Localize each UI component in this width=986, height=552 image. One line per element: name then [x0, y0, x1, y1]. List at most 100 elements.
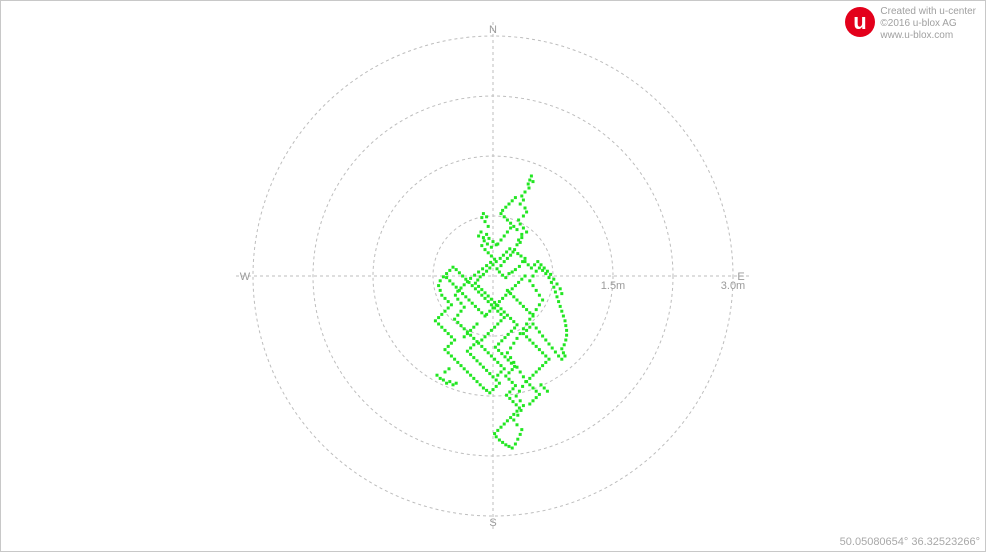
position-point: [509, 226, 513, 230]
position-point: [496, 322, 500, 326]
position-point: [525, 335, 529, 339]
position-point: [477, 234, 481, 238]
position-point: [553, 350, 557, 354]
position-point: [446, 306, 450, 310]
position-point: [562, 343, 566, 347]
position-point: [509, 346, 513, 350]
position-point: [497, 381, 501, 385]
position-point: [521, 260, 525, 264]
position-point: [525, 230, 529, 234]
position-point: [526, 263, 530, 267]
position-point: [521, 384, 525, 388]
position-point: [536, 260, 540, 264]
position-point: [563, 354, 567, 358]
position-point: [505, 250, 509, 254]
position-point: [544, 272, 548, 276]
position-point: [499, 370, 503, 374]
position-point: [489, 297, 493, 301]
position-point: [473, 273, 477, 277]
position-point: [553, 290, 557, 294]
position-point: [497, 348, 501, 352]
position-point: [509, 292, 513, 296]
position-point: [502, 422, 506, 426]
position-point: [560, 357, 564, 361]
compass-east-label: E: [737, 271, 744, 283]
position-point: [565, 328, 569, 332]
position-point: [447, 367, 451, 371]
position-point: [513, 284, 517, 288]
position-point: [523, 190, 527, 194]
position-point: [508, 396, 512, 400]
position-point: [505, 288, 509, 292]
position-point: [509, 356, 513, 360]
position-point: [525, 328, 529, 332]
u-blox-logo-icon: u: [845, 7, 876, 37]
position-point: [528, 279, 532, 283]
position-point: [534, 370, 538, 374]
position-point: [486, 224, 490, 228]
position-point: [509, 329, 513, 333]
position-point: [493, 345, 497, 349]
position-point: [518, 370, 522, 374]
position-point: [510, 287, 514, 291]
position-point: [469, 373, 473, 377]
position-point: [537, 266, 541, 270]
position-point: [493, 300, 497, 304]
position-point: [465, 349, 469, 353]
position-point: [521, 332, 525, 336]
position-point: [509, 416, 513, 420]
position-point: [453, 293, 457, 297]
position-point: [462, 327, 466, 331]
position-point: [472, 325, 476, 329]
position-point: [510, 380, 514, 384]
position-point: [565, 333, 569, 337]
position-point: [438, 279, 442, 283]
position-point: [507, 290, 511, 294]
position-point: [482, 239, 486, 243]
position-point: [464, 295, 468, 299]
position-point: [541, 268, 545, 272]
position-point: [512, 341, 516, 345]
position-point: [481, 236, 485, 240]
position-point: [486, 251, 490, 255]
position-point: [541, 334, 545, 338]
position-point: [549, 272, 553, 276]
position-point: [516, 437, 520, 441]
position-point: [472, 356, 476, 360]
position-point: [557, 354, 561, 358]
position-point: [478, 362, 482, 366]
position-point: [511, 250, 515, 254]
position-point: [518, 432, 522, 436]
position-point: [515, 243, 519, 247]
position-point: [518, 301, 522, 305]
position-point: [469, 346, 473, 350]
ring-labels: 1.5m 3.0m: [601, 280, 745, 292]
position-point: [462, 335, 466, 339]
position-point: [488, 266, 492, 270]
position-point: [449, 341, 453, 345]
position-point: [493, 357, 497, 361]
position-point: [480, 216, 484, 220]
position-point: [472, 343, 476, 347]
position-point: [493, 306, 497, 310]
position-point: [443, 370, 447, 374]
position-point: [451, 383, 455, 387]
position-point: [462, 305, 466, 309]
position-point: [489, 245, 493, 249]
position-point: [496, 428, 500, 432]
position-point: [470, 284, 474, 288]
position-point: [502, 367, 506, 371]
position-point: [459, 309, 463, 313]
position-point: [514, 403, 518, 407]
position-point: [547, 276, 551, 280]
position-point: [518, 202, 522, 206]
position-point: [515, 298, 519, 302]
position-point: [494, 303, 498, 307]
position-point: [537, 348, 541, 352]
branding-website: www.u-blox.com: [880, 30, 954, 41]
position-point: [488, 391, 492, 395]
position-point: [475, 340, 479, 344]
position-point: [531, 341, 535, 345]
position-point: [515, 423, 519, 427]
